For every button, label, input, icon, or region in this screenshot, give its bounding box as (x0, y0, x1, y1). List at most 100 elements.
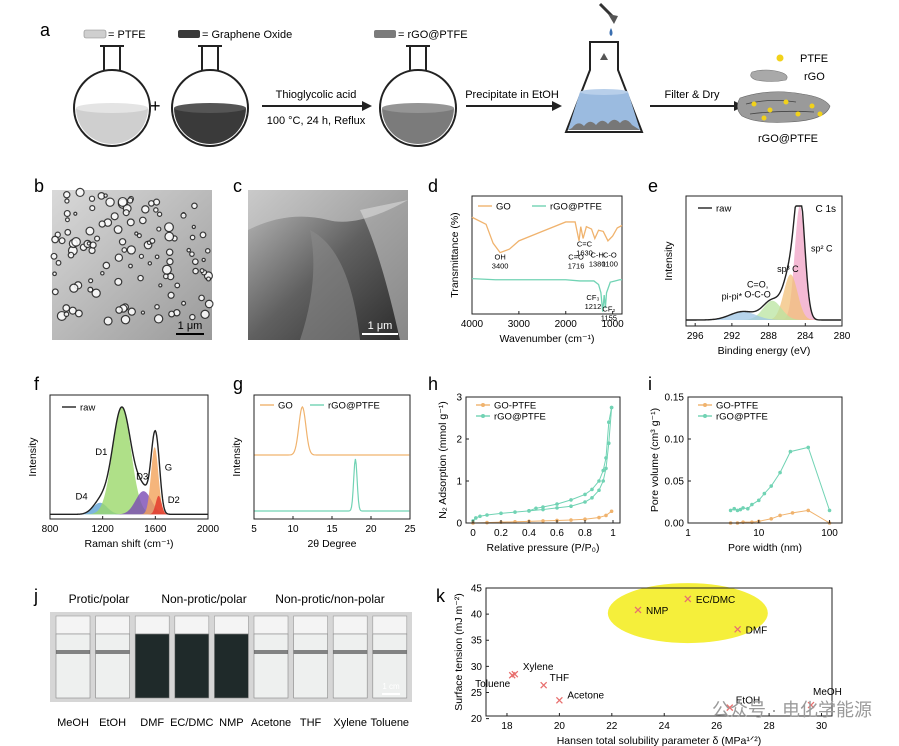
vial-body (293, 633, 328, 699)
x-tick-label: 1000 (602, 319, 625, 330)
x-tick-label: 3000 (508, 319, 531, 330)
data-point (806, 508, 811, 513)
ptfe-particle (199, 268, 205, 274)
vial-meniscus (333, 650, 368, 654)
ptfe-particle (64, 228, 72, 236)
legend-label: rGO@PTFE (328, 401, 380, 412)
legend-go-text: = Graphene Oxide (202, 29, 292, 41)
data-point (827, 508, 832, 513)
component-label-d2: D2 (168, 495, 180, 506)
panel-letter-e: e (648, 176, 658, 196)
vial-body (134, 633, 170, 699)
data-point (806, 445, 811, 450)
series-line-go (471, 216, 623, 254)
x-tick-label: 1 (610, 528, 616, 539)
y-tick-label: 0.15 (665, 393, 685, 404)
component-label-g: G (165, 462, 172, 473)
legend-label: rGO@PTFE (494, 412, 546, 423)
data-point (735, 508, 740, 513)
ptfe-particle (168, 310, 176, 318)
ptfe-particle (201, 257, 206, 263)
ptfe-particle (69, 283, 79, 293)
ptfe-particle (156, 211, 163, 217)
y-tick-label: 1 (456, 477, 462, 488)
plot-frame (253, 394, 411, 520)
ptfe-particle (148, 200, 155, 207)
raw-spectrum-line (50, 406, 208, 516)
ptfe-particle (181, 300, 187, 306)
ptfe-particle (75, 187, 85, 198)
x-tick-label: 288 (760, 331, 777, 342)
data-point (756, 498, 761, 503)
panel-letter-g: g (233, 374, 243, 394)
data-point (569, 504, 573, 509)
peak-annotation: CF₂ 1155 (601, 305, 617, 323)
x-axis-label: Wavenumber (cm⁻¹) (500, 333, 595, 345)
vial-body (95, 633, 130, 699)
x-tick-label: 100 (821, 528, 838, 539)
y-tick-label: 45 (471, 584, 483, 595)
y-tick-label: 0.10 (665, 435, 685, 446)
vial-meniscus (56, 650, 90, 654)
ptfe-particle (91, 288, 101, 298)
vial-cap (174, 615, 210, 635)
ptfe-particle (166, 257, 174, 266)
ptfe-particle (98, 220, 106, 228)
x-tick-label: 10 (753, 528, 765, 539)
ptfe-particle (64, 217, 70, 223)
ptfe-particle (102, 261, 111, 270)
y-tick-label: 0.05 (665, 477, 685, 488)
ptfe-particle (153, 207, 159, 213)
ptfe-particle (165, 248, 174, 256)
data-point (607, 441, 611, 446)
ptfe-particle (87, 286, 94, 293)
legend-marker (703, 414, 707, 418)
component-d1 (50, 407, 208, 515)
ptfe-particle (189, 251, 195, 257)
component-label-d1: D1 (95, 447, 107, 458)
data-point (541, 505, 545, 509)
ptfe-particle (63, 311, 70, 318)
vial-label: Toluene (371, 717, 410, 729)
chart-e-xps: Binding energy (eV) Intensity 296 292 288 284… (663, 195, 851, 357)
data-point (778, 513, 782, 518)
y-axis-label: Intensity (663, 241, 675, 281)
chart-g-xrd: 2θ Degree Intensity 5 10 15 20 25 GO rGO@PTFE (231, 394, 416, 550)
ptfe-particle (192, 267, 199, 275)
x-tick-label: 0.4 (522, 528, 536, 539)
y-tick-label: 2 (456, 435, 462, 446)
vial-body (174, 633, 210, 699)
panel-b-tem-image: 1 μm (50, 187, 214, 340)
flask-rgo-ptfe-icon (379, 45, 457, 147)
chart-k-solvent-scatter: NMP EC/DMC DMF Xylene Toluene THF Acetone EtOH M… (453, 583, 842, 746)
data-point (555, 502, 559, 506)
panel-letter-a: a (40, 20, 51, 40)
rgo-sheet-icon (750, 69, 788, 82)
ptfe-particle (88, 195, 96, 202)
x-tick-label: 0.2 (494, 528, 508, 539)
series-line-rgo-ptfe (471, 277, 622, 312)
data-point (499, 511, 503, 516)
x-tick-label: 284 (797, 331, 814, 342)
point-marker-meoh (807, 701, 815, 709)
ptfe-particle (55, 259, 62, 266)
ptfe-particle (63, 191, 71, 199)
data-point (778, 470, 782, 475)
legend-ptfe-text: = PTFE (108, 29, 146, 41)
legend-label: GO (496, 202, 511, 213)
point-label: Xylene (523, 662, 554, 673)
erlenmeyer-flask-icon (564, 2, 644, 133)
plot-frame (465, 396, 621, 524)
data-point (590, 487, 594, 492)
vial-body (253, 633, 289, 699)
ptfe-particle (126, 218, 135, 227)
ptfe-particle (180, 212, 187, 219)
point-marker-etoh (726, 704, 734, 712)
ptfe-particle (204, 299, 214, 309)
data-point (750, 502, 754, 507)
scale-label-c: 1 μm (368, 320, 393, 332)
ptfe-particle (140, 310, 146, 315)
ptfe-particle (118, 238, 127, 246)
ptfe-particle (200, 309, 210, 320)
data-point (527, 509, 531, 513)
